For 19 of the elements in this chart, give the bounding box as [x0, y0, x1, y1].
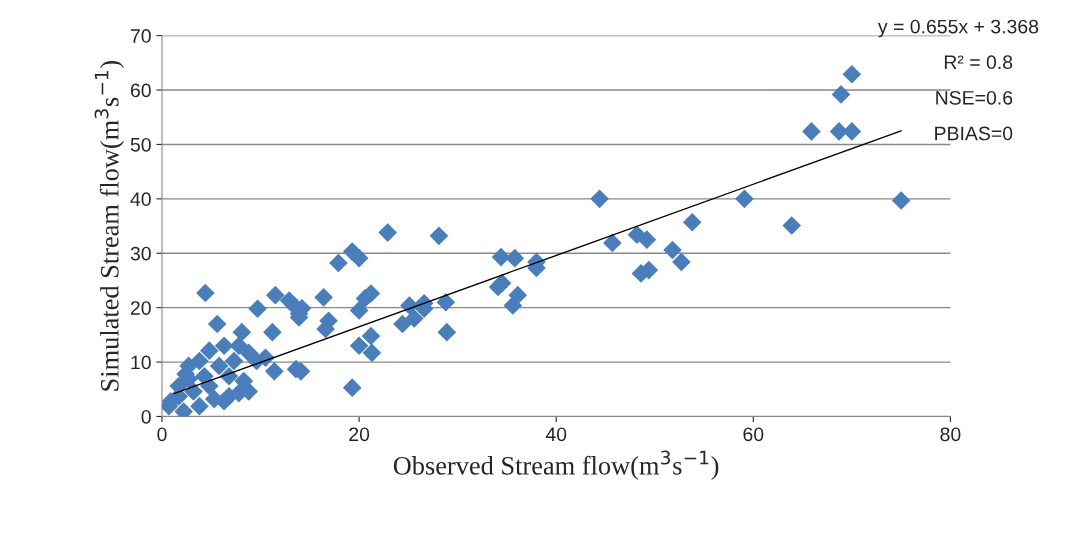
x-tick-label: 60 [743, 427, 764, 442]
y-tick-label: 70 [130, 29, 151, 43]
y-tick-label: 20 [130, 301, 151, 315]
y-tick-label: 60 [130, 83, 151, 98]
annotation: PBIAS=0 [935, 126, 1013, 141]
y-tick-label: 30 [130, 246, 151, 261]
x-axis-title: Observed Stream flow(m$^{3}$s$^{−1}$) [393, 450, 719, 481]
x-tick-label: 80 [940, 427, 961, 442]
annotation: R² = 0.8 [944, 55, 1013, 70]
y-tick-label: 10 [131, 355, 151, 370]
y-tick-label: 50 [130, 137, 151, 152]
annotation: y = 0.655x + 3.368 [877, 19, 1039, 38]
y-axis-title: Simulated Stream flow(m$^{3}$s$^{−1}$) [94, 60, 125, 391]
y-tick-label: 0 [141, 409, 151, 424]
x-tick-label: 20 [349, 427, 370, 442]
y-tick-label: 40 [130, 192, 151, 207]
x-tick-label: 40 [545, 427, 567, 442]
annotation: NSE=0.6 [936, 90, 1013, 105]
x-tick-label: 0 [157, 427, 167, 442]
